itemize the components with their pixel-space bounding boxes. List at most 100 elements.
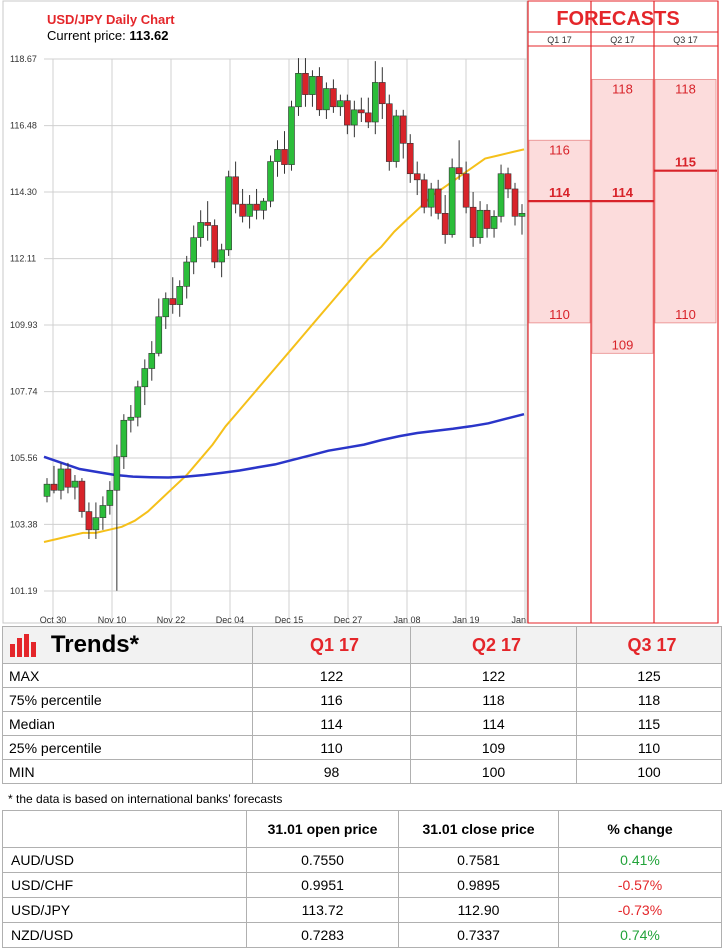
trends-cell: 114 [252,711,411,736]
candle-body [448,167,456,235]
trends-cell: 100 [576,759,722,784]
candle [511,182,519,226]
trends-cell: 109 [410,735,577,760]
candle-body [225,176,232,251]
rates-close: 0.9895 [398,872,559,898]
candle-body [288,106,295,165]
usdjpy-chart-panel: 118.67 116.48 114.30 112.11 109.93 107.74 105.… [2,0,719,625]
rates-header-open: 31.01 open price [246,810,399,848]
trends-col-q3: Q3 17 [576,626,722,664]
candle-body [43,483,51,497]
candle-body [420,179,428,208]
trends-row-label: 25% percentile [2,735,253,760]
forecast-col-label: Q3 17 [673,35,698,45]
rates-pair: USD/CHF [2,872,247,898]
x-tick-label: Dec 15 [275,615,304,625]
trends-row-p25: 25% percentile 110 109 110 [2,735,722,760]
candle [316,67,323,116]
candle [351,100,358,138]
candle-body [267,161,274,202]
candle [204,201,211,241]
candle-body [204,222,211,226]
rates-open: 113.72 [246,897,399,923]
candle [330,79,337,113]
candle [385,94,393,171]
candle [462,161,470,214]
candle-body [281,149,288,165]
candle-body [330,88,337,108]
candle-body [406,143,414,175]
candle-body [316,76,323,111]
trends-cell: 100 [410,759,577,784]
trends-cell: 110 [576,735,722,760]
candle [455,140,463,180]
candle-body [504,173,512,190]
candle-body [476,209,484,238]
candle-body [232,176,239,205]
candle [358,97,365,122]
candle-body [434,188,442,214]
candle [448,158,456,238]
rates-open: 0.7550 [246,847,399,873]
candle [302,58,309,107]
trends-cell: 122 [252,663,411,688]
chart-title: USD/JPY Daily Chart [47,12,175,27]
candle [427,182,435,217]
candle [218,243,225,278]
forecast-p25-label: 110 [675,307,696,322]
trends-footnote: * the data is based on international ban… [8,792,283,806]
candle [281,131,288,174]
candle [378,67,386,119]
candle-body [462,173,470,208]
candle-body [71,480,79,488]
rates-close: 0.7581 [398,847,559,873]
x-tick-label: Jan 19 [452,615,479,625]
rates-change: -0.73% [558,897,722,923]
candle-body [392,115,400,162]
rates-change: -0.57% [558,872,722,898]
forecast-range-box [654,78,717,324]
candle-body [260,200,267,211]
candle-body [337,100,344,108]
trends-col-q1: Q1 17 [252,626,411,664]
candle-body [218,249,225,263]
trends-row-label: Median [2,711,253,736]
candle [190,225,197,275]
trends-row-label: 75% percentile [2,687,253,712]
trends-cell: 115 [576,711,722,736]
candle [420,173,428,214]
trends-cell: 118 [410,687,577,712]
rates-row: AUD/USD 0.7550 0.7581 0.41% [2,847,722,873]
candle [232,161,239,214]
candle-body [295,73,302,108]
candle [309,70,316,107]
candle-body [511,188,519,217]
y-tick-label: 114.30 [10,187,37,197]
candle [267,155,274,208]
rates-row: NZD/USD 0.7283 0.7337 0.74% [2,922,722,948]
candle-body [274,149,281,162]
trends-row-label: MAX [2,663,253,688]
trends-row-min: MIN 98 100 100 [2,759,722,784]
candle [399,109,407,159]
candle [469,192,477,247]
ma-line-yellow [43,148,525,543]
trends-cell: 110 [252,735,411,760]
candle [295,58,302,116]
candle-body [378,82,386,105]
candle [176,280,184,317]
candle-body [113,456,121,491]
trends-row-label: MIN [2,759,253,784]
rates-table: 31.01 open price 31.01 close price % cha… [2,810,722,948]
usdjpy-chart: 118.67 116.48 114.30 112.11 109.93 107.74 105.… [2,0,719,625]
candle-body [399,115,407,144]
candle-body [148,353,156,369]
candle [504,167,512,199]
forecast-title: FORECASTS [556,8,679,30]
trends-col-q2: Q2 17 [410,626,577,664]
candle [155,298,163,357]
y-tick-label: 112.11 [10,254,36,264]
candle-body [85,511,93,531]
y-tick-label: 101.19 [10,586,38,596]
candle [260,198,267,220]
